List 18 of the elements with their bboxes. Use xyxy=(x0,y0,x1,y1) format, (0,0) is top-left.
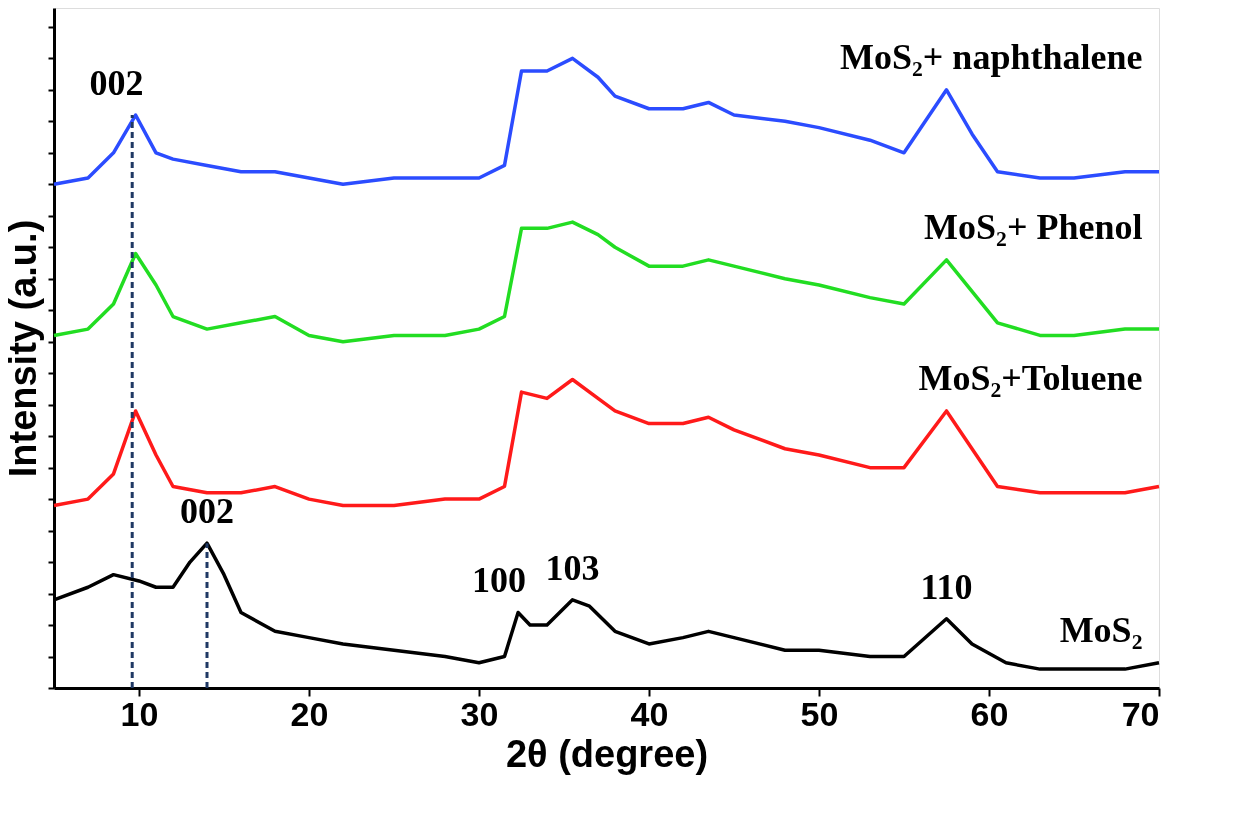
y-axis-title: Intensity (a.u.) xyxy=(1,219,44,478)
x-tick-label: 40 xyxy=(630,694,669,733)
series-label: MoS₂+Toluene xyxy=(918,358,1143,399)
series-label: MoS₂+ naphthalene xyxy=(840,37,1143,78)
annotation: 002 xyxy=(180,491,234,532)
annotation: 103 xyxy=(545,547,600,588)
x-tick-label: 30 xyxy=(460,694,499,733)
x-tick-label: 10 xyxy=(120,694,159,733)
x-tick-label: 70 xyxy=(1121,694,1160,733)
annotation: 100 xyxy=(472,560,527,601)
annotation: 110 xyxy=(920,566,973,607)
x-tick-label: 20 xyxy=(290,694,329,733)
series-label: MoS₂+ Phenol xyxy=(924,207,1143,248)
x-tick-label: 50 xyxy=(800,694,839,733)
x-axis-title: 2θ (degree) xyxy=(505,732,709,775)
x-tick-label: 60 xyxy=(970,694,1009,733)
annotation: 002 xyxy=(89,63,144,104)
series-label: MoS₂ xyxy=(1059,610,1143,651)
